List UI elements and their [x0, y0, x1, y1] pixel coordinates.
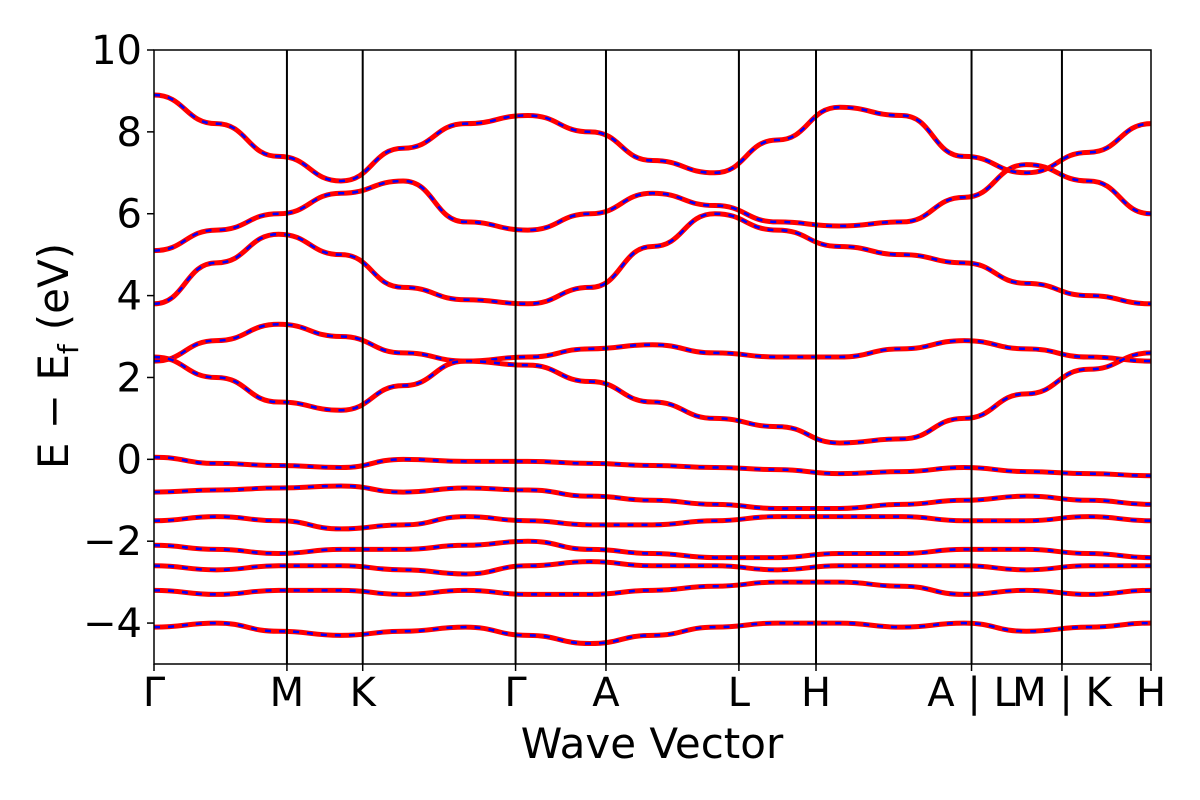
- band-line-2: [154, 514, 1151, 532]
- x-tick-label-3: Γ: [504, 670, 527, 716]
- y-axis-label-sub: f: [52, 343, 85, 354]
- band-line-overlay-10: [154, 163, 1151, 252]
- band-line-0: [154, 454, 1151, 479]
- y-axis-label: E − Ef (eV): [29, 243, 85, 469]
- x-tick-label-6: H: [801, 670, 831, 716]
- band-line-overlay-7: [154, 323, 1151, 363]
- x-tick-label-4: A: [592, 670, 620, 716]
- band-line-3: [154, 538, 1151, 561]
- y-axis-label-unit: (eV): [29, 243, 78, 330]
- band-line-overlay-9: [154, 212, 1151, 306]
- y-tick-label-1: 8: [117, 110, 142, 156]
- high-symmetry-lines: [285, 50, 1063, 664]
- x-tick-label-2: K: [350, 670, 378, 716]
- x-tick-label-9: H: [1136, 670, 1166, 716]
- band-line-1: [154, 483, 1151, 511]
- band-line-overlay-8: [154, 351, 1151, 445]
- x-tick-label-0: Γ: [143, 670, 166, 716]
- band-line-6: [154, 620, 1151, 647]
- plot-frame: [153, 49, 1152, 665]
- band-line-4: [154, 559, 1151, 577]
- band-line-5: [154, 579, 1151, 597]
- y-tick-label-3: 4: [117, 274, 142, 320]
- y-tick-label-4: 2: [117, 355, 142, 401]
- band-line-7: [154, 321, 1151, 364]
- y-axis-label-main: E − E: [29, 354, 78, 469]
- y-tick-label-7: −4: [83, 601, 142, 647]
- band-line-8: [154, 350, 1151, 446]
- x-axis-label: Wave Vector: [521, 719, 784, 768]
- x-tick-label-5: L: [728, 670, 751, 716]
- band-lines: [154, 92, 1151, 647]
- y-tick-label-0: 10: [91, 28, 142, 74]
- x-tick-label-7: A | L: [927, 670, 1016, 716]
- band-line-9: [154, 211, 1151, 307]
- y-tick-label-5: 0: [117, 437, 142, 483]
- band-line-overlay-11: [154, 93, 1151, 183]
- band-line-overlay-4: [154, 560, 1151, 576]
- y-tick-label-6: −2: [83, 519, 142, 565]
- x-tick-label-1: M: [270, 670, 305, 716]
- y-tick-label-2: 6: [117, 192, 142, 238]
- y-axis-ticks: 10 8 6 4 2 0 −2 −4: [83, 28, 154, 647]
- x-tick-label-8: M | K: [1012, 670, 1113, 716]
